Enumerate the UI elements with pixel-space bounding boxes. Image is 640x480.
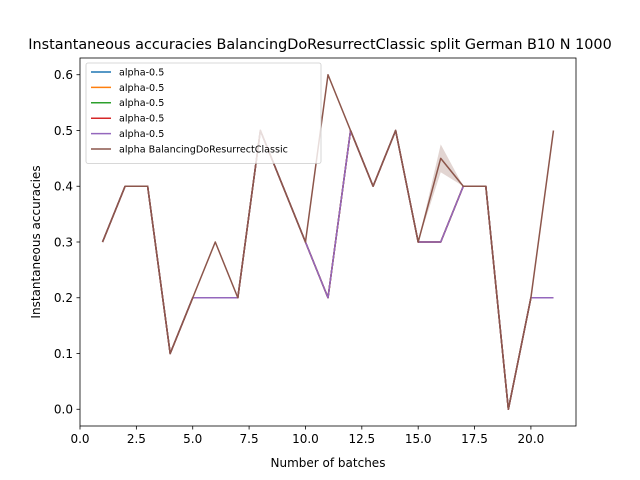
y-tick-label: 0.5 [54,124,73,138]
x-tick-label: 5.0 [183,432,202,446]
x-tick-label: 10.0 [292,432,319,446]
y-axis: 0.0 0.1 0.2 0.3 0.4 0.5 0.6 [54,68,80,417]
legend-label-3: alpha-0.5 [119,114,164,125]
y-tick-label: 0.0 [54,403,73,417]
y-tick-label: 0.3 [54,235,73,249]
x-axis: 0.0 2.5 5.0 7.5 10.0 12.5 15.0 17.5 20.0 [70,426,544,446]
y-tick-label: 0.4 [54,180,73,194]
legend-label-5: alpha BalancingDoResurrectClassic [119,144,288,155]
legend-label-0: alpha-0.5 [119,67,164,78]
x-axis-label: Number of batches [271,456,386,470]
legend: alpha-0.5 alpha-0.5 alpha-0.5 alpha-0.5 alph… [85,62,322,164]
y-tick-label: 0.1 [54,347,73,361]
x-tick-label: 15.0 [405,432,432,446]
legend-label-1: alpha-0.5 [119,83,164,94]
series-line-5 [101,73,555,411]
x-tick-label: 7.5 [240,432,259,446]
x-tick-label: 17.5 [461,432,488,446]
legend-label-4: alpha-0.5 [119,129,164,140]
x-tick-label: 20.0 [518,432,545,446]
plot-area [79,57,577,427]
x-tick-label: 2.5 [127,432,146,446]
legend-label-2: alpha-0.5 [119,98,164,109]
legend-box [85,62,322,164]
y-axis-label: Instantaneous accuracies [29,165,43,318]
y-tick-label: 0.2 [54,291,73,305]
chart-title: Instantaneous accuracies BalancingDoResu… [28,37,612,53]
x-tick-label: 0.0 [70,432,89,446]
x-tick-label: 12.5 [348,432,375,446]
y-tick-label: 0.6 [54,68,73,82]
